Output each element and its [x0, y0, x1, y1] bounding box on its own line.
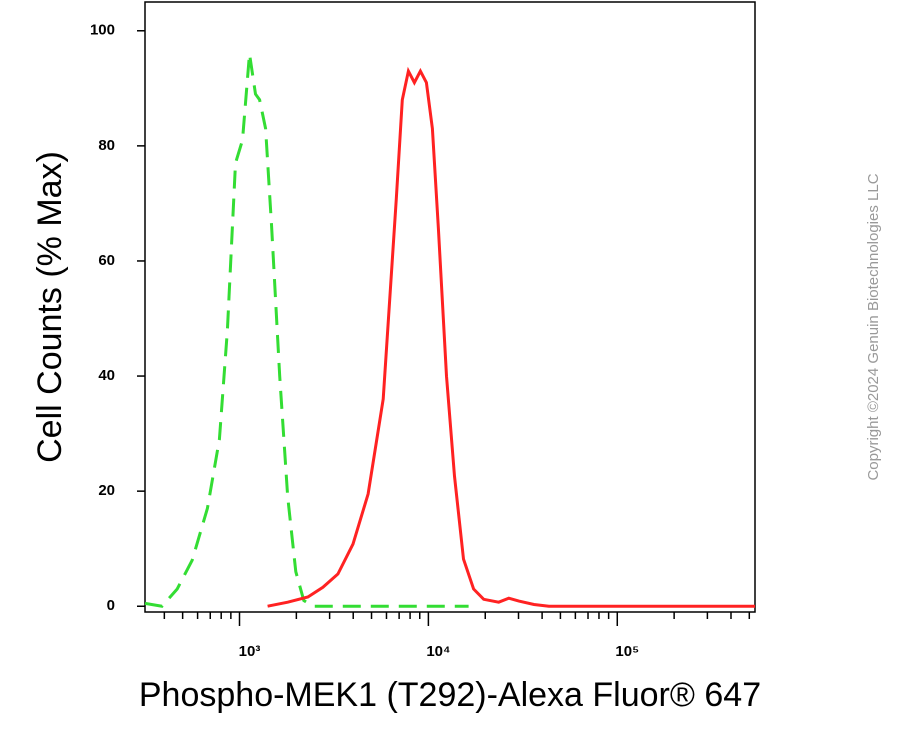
x-axis-label: Phospho-MEK1 (T292)-Alexa Fluor® 647: [139, 676, 761, 714]
y-tick-label: 60: [98, 252, 115, 269]
y-tick-label: 20: [98, 482, 115, 499]
plot-frame: [144, 1, 756, 613]
x-tick-label: 10³: [239, 643, 261, 660]
x-tick-label: 10⁴: [426, 643, 450, 660]
x-tick-label: 10⁵: [615, 643, 639, 660]
series-line: [144, 53, 469, 608]
series-line: [267, 66, 755, 608]
copyright: Copyright ©2024 Genuin Biotechnologies L…: [865, 173, 882, 480]
y-tick-label: 0: [107, 597, 115, 614]
y-tick-label: 100: [90, 22, 115, 39]
y-tick-label: 40: [98, 367, 115, 384]
y-axis-label: Cell Counts (% Max): [31, 151, 69, 463]
y-tick-label: 80: [98, 137, 115, 154]
